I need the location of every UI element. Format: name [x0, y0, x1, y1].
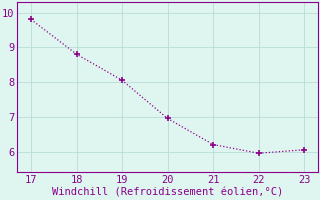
X-axis label: Windchill (Refroidissement éolien,°C): Windchill (Refroidissement éolien,°C): [52, 188, 283, 198]
